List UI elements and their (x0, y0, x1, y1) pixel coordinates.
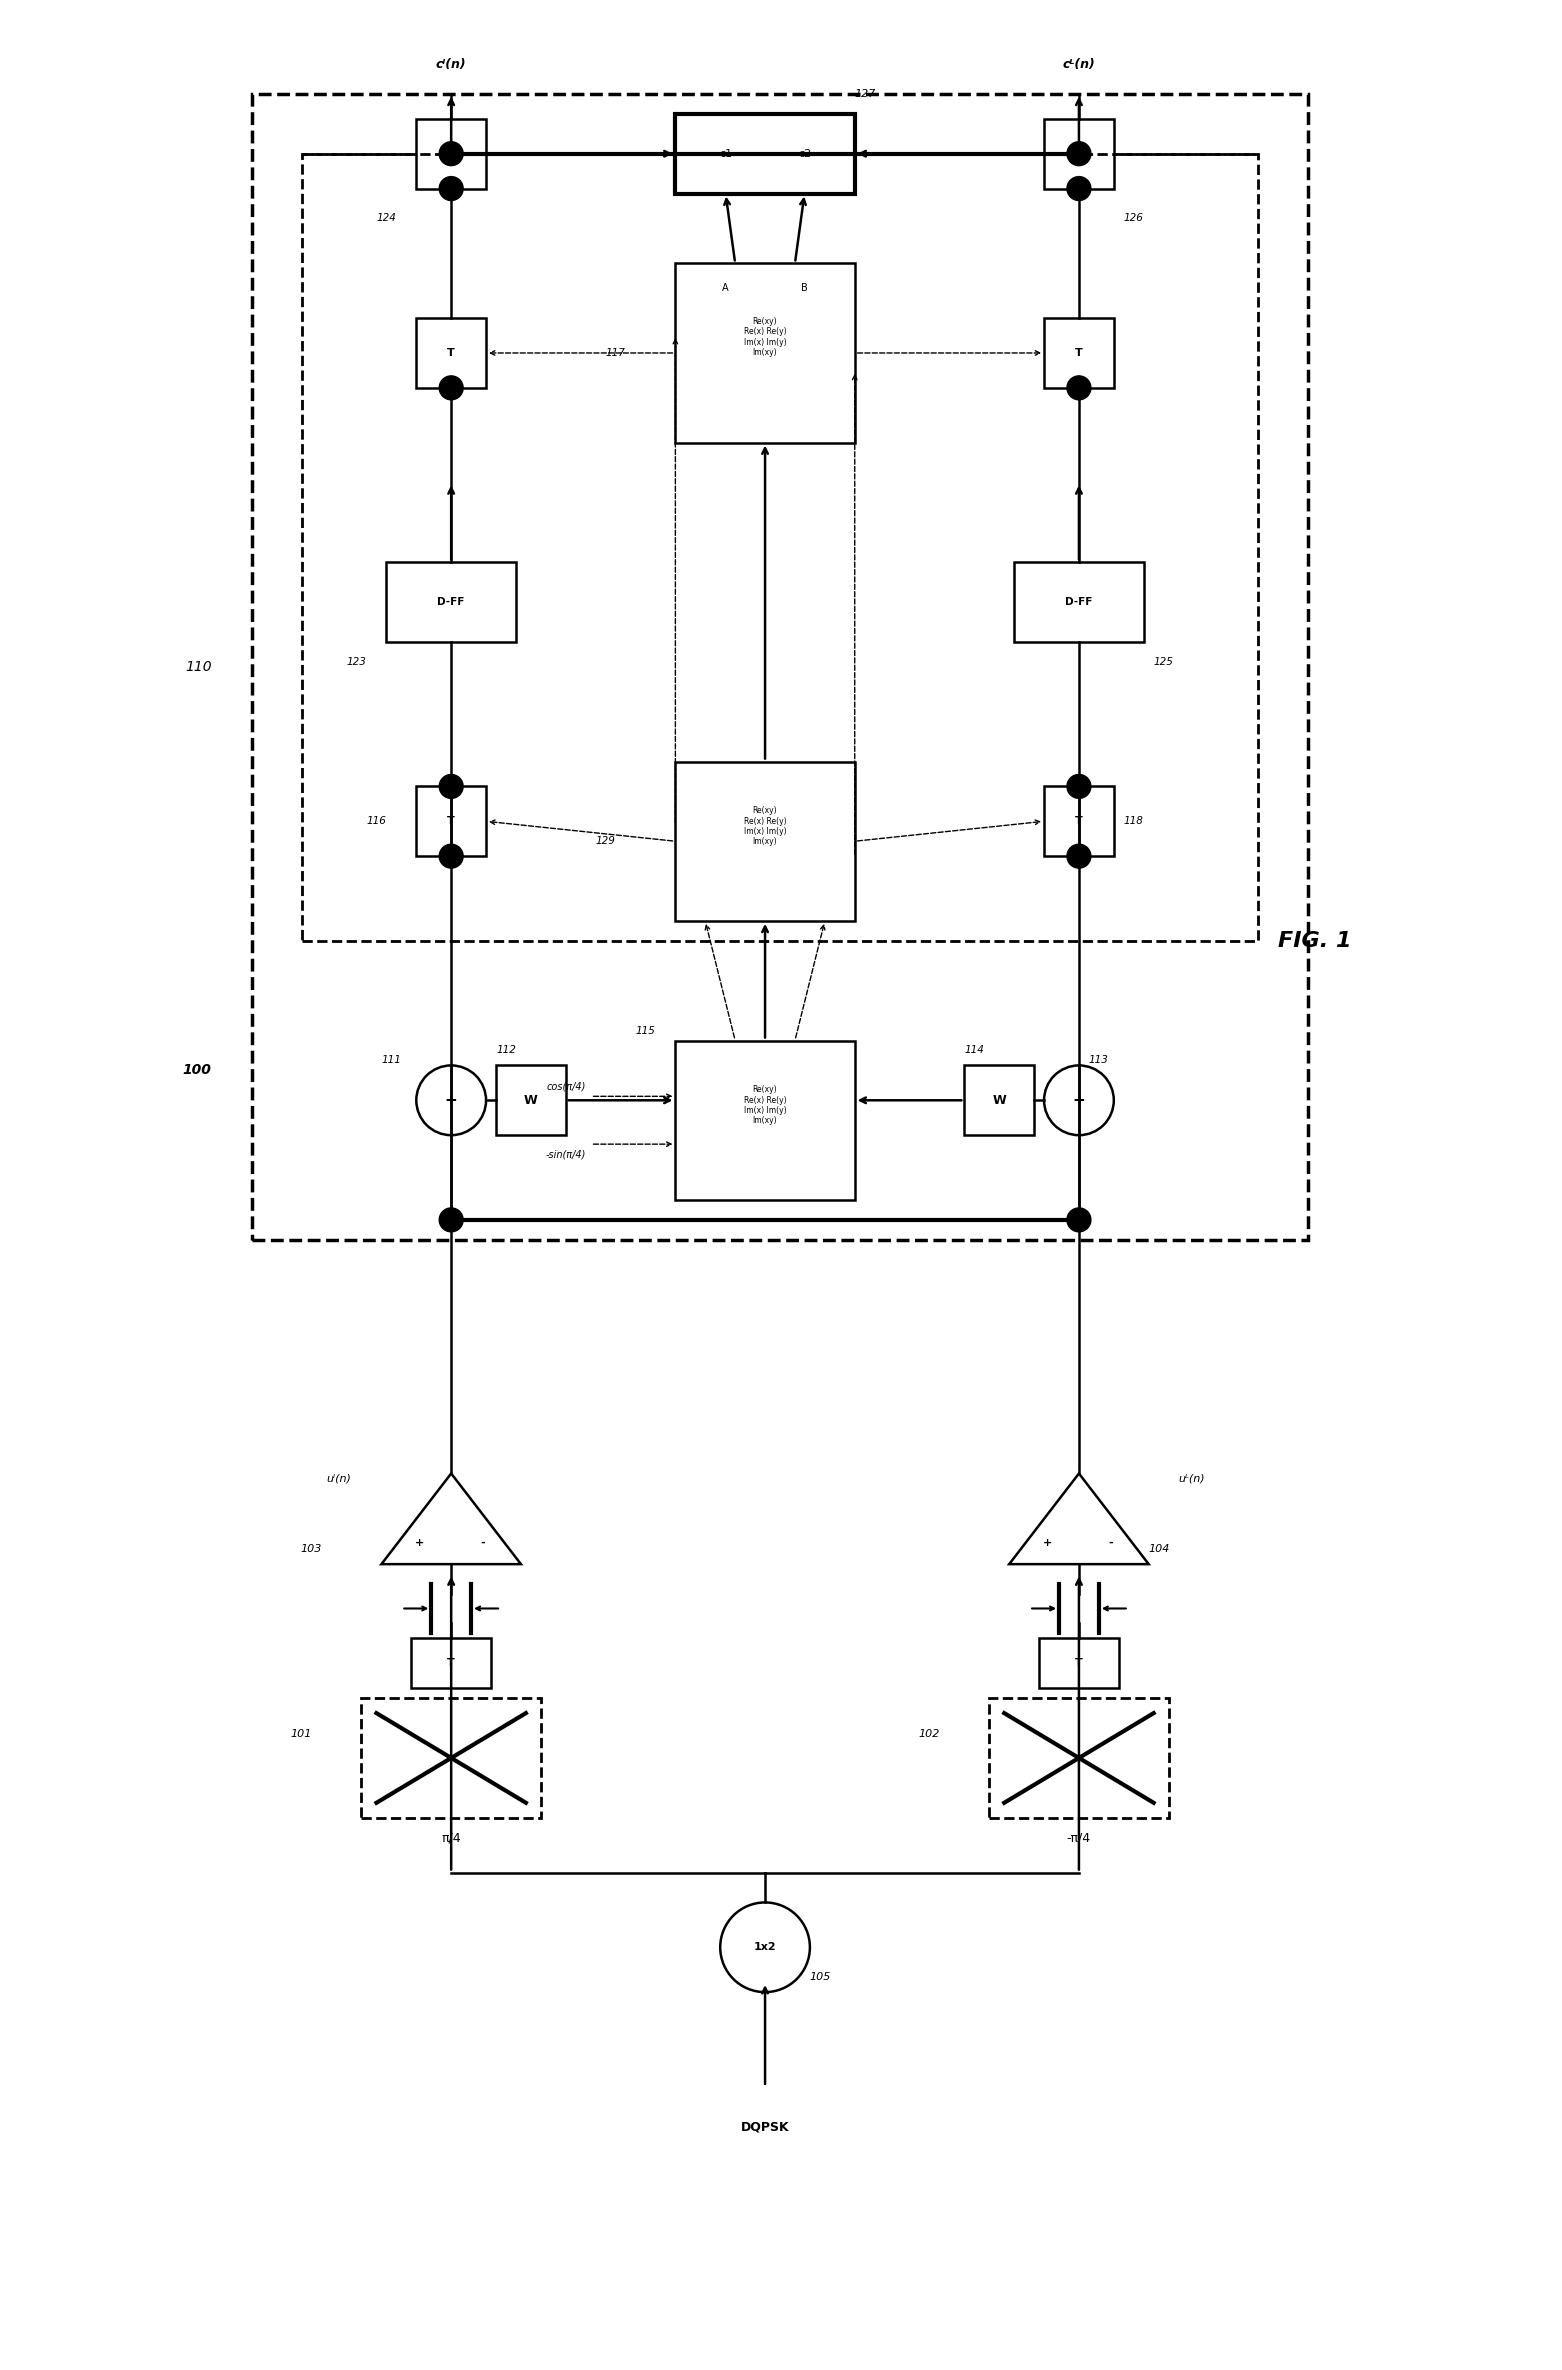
Text: T: T (447, 1659, 455, 1668)
Circle shape (439, 844, 464, 867)
Text: -: - (1107, 1538, 1112, 1548)
Circle shape (1067, 178, 1090, 201)
FancyBboxPatch shape (964, 1066, 1034, 1135)
FancyBboxPatch shape (675, 114, 854, 194)
Circle shape (1067, 775, 1090, 799)
Text: 105: 105 (809, 1972, 831, 1981)
FancyBboxPatch shape (386, 562, 515, 642)
Text: T: T (1075, 149, 1082, 159)
Text: +: + (1043, 1538, 1053, 1548)
Circle shape (417, 1066, 486, 1135)
Text: c2: c2 (798, 149, 811, 159)
Text: 100: 100 (183, 1064, 211, 1078)
FancyBboxPatch shape (675, 1040, 854, 1199)
Text: 104: 104 (1148, 1543, 1170, 1555)
Text: uᴸ(n): uᴸ(n) (1179, 1474, 1206, 1484)
FancyBboxPatch shape (417, 118, 486, 190)
Text: 1x2: 1x2 (754, 1943, 776, 1953)
FancyBboxPatch shape (675, 761, 854, 922)
Text: 115: 115 (636, 1026, 656, 1036)
Text: B: B (801, 282, 808, 294)
Text: 117: 117 (606, 348, 625, 358)
FancyBboxPatch shape (1039, 1638, 1118, 1687)
Text: 112: 112 (497, 1045, 515, 1055)
Circle shape (439, 775, 464, 799)
Text: D-FF: D-FF (437, 597, 465, 607)
Text: A: A (722, 282, 729, 294)
Circle shape (439, 1209, 464, 1232)
Text: uᴵ(n): uᴵ(n) (326, 1474, 351, 1484)
FancyBboxPatch shape (417, 787, 486, 856)
Text: +: + (1073, 1093, 1086, 1107)
Text: 118: 118 (1123, 815, 1143, 827)
Text: c1: c1 (719, 149, 733, 159)
Circle shape (1043, 1066, 1114, 1135)
Circle shape (1067, 142, 1090, 166)
Text: T: T (447, 815, 455, 827)
Text: DQPSK: DQPSK (740, 2121, 789, 2133)
Text: 102: 102 (918, 1730, 939, 1740)
FancyBboxPatch shape (417, 318, 486, 389)
Text: 101: 101 (291, 1730, 312, 1740)
Circle shape (1067, 1209, 1090, 1232)
FancyBboxPatch shape (675, 263, 854, 443)
Text: D-FF: D-FF (1065, 597, 1093, 607)
Text: 111: 111 (381, 1055, 401, 1066)
Circle shape (720, 1903, 809, 1993)
Text: T: T (1075, 1659, 1082, 1668)
FancyBboxPatch shape (1043, 118, 1114, 190)
Text: -: - (480, 1538, 484, 1548)
Circle shape (439, 178, 464, 201)
Text: W: W (992, 1095, 1006, 1107)
FancyBboxPatch shape (1043, 318, 1114, 389)
Text: 124: 124 (376, 213, 397, 223)
Text: cᴸ(n): cᴸ(n) (1062, 57, 1095, 71)
Text: T: T (1075, 348, 1082, 358)
Circle shape (439, 377, 464, 401)
Text: 103: 103 (300, 1543, 322, 1555)
FancyBboxPatch shape (1014, 562, 1143, 642)
Text: 116: 116 (367, 815, 386, 827)
Text: T: T (1075, 815, 1082, 827)
FancyBboxPatch shape (411, 1638, 490, 1687)
Text: 113: 113 (1089, 1055, 1109, 1066)
Text: 123: 123 (347, 656, 367, 666)
FancyBboxPatch shape (1043, 787, 1114, 856)
Circle shape (1067, 377, 1090, 401)
Text: T: T (447, 348, 455, 358)
Text: W: W (523, 1095, 537, 1107)
Text: Re(xy)
Re(x) Re(y)
Im(x) Im(y)
Im(xy): Re(xy) Re(x) Re(y) Im(x) Im(y) Im(xy) (744, 1085, 786, 1126)
Text: -sin(π/4): -sin(π/4) (545, 1149, 586, 1159)
FancyBboxPatch shape (497, 1066, 565, 1135)
Text: T: T (447, 149, 455, 159)
Text: -π/4: -π/4 (1067, 1832, 1090, 1844)
Text: 125: 125 (1154, 656, 1173, 666)
Circle shape (1067, 844, 1090, 867)
Text: 114: 114 (964, 1045, 984, 1055)
Text: cᴵ(n): cᴵ(n) (436, 57, 467, 71)
Text: 126: 126 (1123, 213, 1143, 223)
Text: Re(xy)
Re(x) Re(y)
Im(x) Im(y)
Im(xy): Re(xy) Re(x) Re(y) Im(x) Im(y) Im(xy) (744, 318, 786, 358)
Text: π/4: π/4 (442, 1832, 461, 1844)
Text: FIG. 1: FIG. 1 (1278, 931, 1351, 950)
Text: +: + (445, 1093, 458, 1107)
Circle shape (439, 142, 464, 166)
Text: cos(π/4): cos(π/4) (547, 1081, 586, 1090)
Text: 127: 127 (854, 90, 875, 100)
Text: 110: 110 (186, 659, 212, 673)
Text: Re(xy)
Re(x) Re(y)
Im(x) Im(y)
Im(xy): Re(xy) Re(x) Re(y) Im(x) Im(y) Im(xy) (744, 806, 786, 846)
Text: +: + (415, 1538, 425, 1548)
Text: 129: 129 (595, 837, 615, 846)
